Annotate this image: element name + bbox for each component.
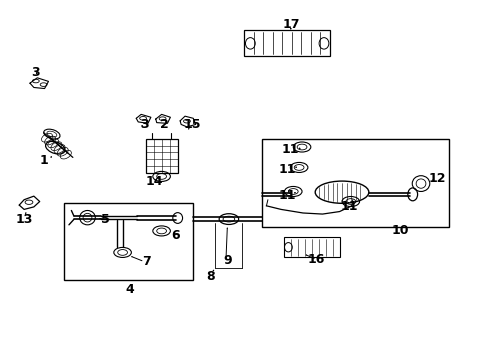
Text: 11: 11 [278,163,296,176]
Text: 12: 12 [427,172,445,185]
Bar [261,139,448,226]
Text: 10: 10 [391,224,408,237]
Text: 7: 7 [142,255,151,268]
Text: 6: 6 [171,229,179,242]
Text: 11: 11 [281,143,298,156]
Bar [244,31,329,56]
Text: 16: 16 [307,253,325,266]
Text: 3: 3 [140,118,148,131]
Text: 14: 14 [145,175,163,188]
Bar [146,139,177,173]
Text: 9: 9 [223,254,231,267]
Text: 11: 11 [340,201,357,213]
Text: 5: 5 [101,213,110,226]
Text: 17: 17 [282,18,299,31]
Bar [283,237,339,257]
Text: 13: 13 [16,213,33,226]
Bar [64,203,193,280]
Text: 1: 1 [39,154,48,167]
Text: 2: 2 [160,118,168,131]
Text: 15: 15 [183,118,200,131]
Text: 11: 11 [278,189,296,202]
Text: 3: 3 [31,66,40,79]
Text: 8: 8 [205,270,214,283]
Text: 4: 4 [125,283,134,296]
